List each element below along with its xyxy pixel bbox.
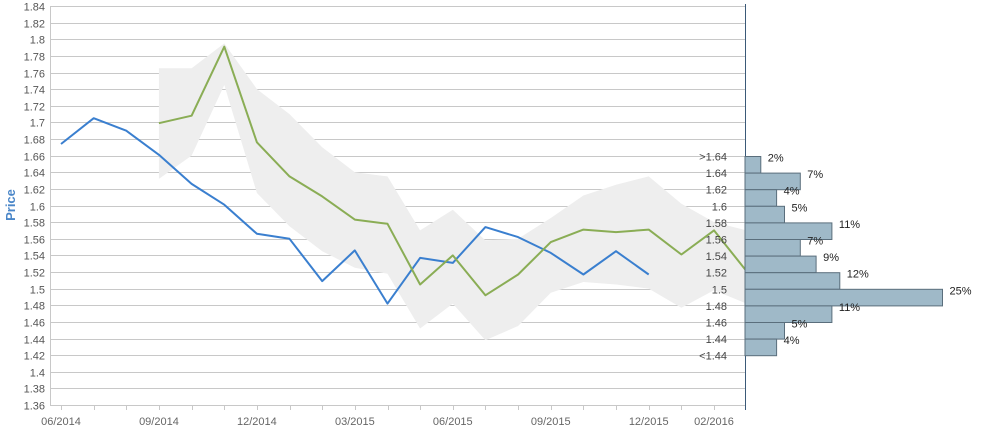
histogram-bar [744, 189, 778, 207]
histogram-pct-label: 25% [950, 285, 972, 297]
y-tick-label: 1.42 [24, 351, 45, 363]
y-tick-label: 1.66 [24, 152, 45, 164]
histogram-bin-label: 1.62 [706, 185, 727, 197]
x-tick-label: 03/2015 [335, 416, 375, 428]
histogram-bin-label: 1.5 [712, 284, 727, 296]
series-lines [60, 45, 748, 305]
histogram-pct-label: 7% [807, 169, 823, 181]
x-tick-label: 09/2015 [531, 416, 571, 428]
histogram-bar [744, 338, 778, 357]
histogram-pct-label: 4% [784, 186, 800, 198]
histogram-bin-label: 1.46 [706, 318, 727, 330]
histogram-bar [744, 156, 762, 174]
y-tick-label: 1.72 [24, 102, 45, 114]
histogram-pct-label: 2% [768, 153, 784, 165]
y-tick-labels: 1.84 1.82 1.8 1.78 1.76 1.74 1.72 1.7 1.68 1.66 1.… [24, 2, 45, 413]
histogram-pct-label: 5% [792, 319, 808, 331]
y-tick-label: 1.6 [30, 202, 45, 214]
y-axis-title: Price [3, 189, 18, 221]
histogram-pct-label: 7% [807, 236, 823, 248]
x-tick-label: 02/2016 [694, 416, 734, 428]
y-tick-label: 1.54 [24, 251, 45, 263]
histogram-pct-label: 11% [839, 219, 860, 231]
band-area [158, 43, 747, 341]
histogram-bar [744, 272, 841, 290]
histogram: >1.64 2% 1.64 7% 1.62 4% 1.6 5% 1.58 11% 1.56 7% 1.5… [699, 152, 972, 363]
forecast-band [158, 43, 747, 341]
histogram-bin-label: 1.56 [706, 235, 727, 247]
y-tick-label: 1.48 [24, 301, 45, 313]
histogram-bar [744, 322, 785, 340]
x-tick-labels: 06/2014 09/2014 12/2014 03/2015 06/2015 09/20… [41, 416, 734, 428]
x-tick-label: 09/2014 [139, 416, 179, 428]
y-tick-label: 1.68 [24, 135, 45, 147]
series-line-2 [158, 45, 748, 297]
y-tick-label: 1.74 [24, 85, 45, 97]
histogram-bin-label: <1.44 [699, 351, 727, 363]
y-tick-label: 1.38 [24, 384, 45, 396]
x-tick-label: 06/2015 [433, 416, 473, 428]
histogram-bin-label: 1.52 [706, 268, 727, 280]
histogram-bar [744, 239, 801, 257]
histogram-bar [744, 255, 817, 274]
histogram-bin-label: 1.58 [706, 218, 727, 230]
histogram-bar [744, 205, 785, 224]
histogram-bar [744, 288, 943, 307]
histogram-pct-label: 5% [792, 202, 808, 214]
y-tick-label: 1.46 [24, 318, 45, 330]
y-tick-label: 1.44 [24, 335, 45, 347]
x-tick-label: 12/2014 [237, 416, 277, 428]
histogram-bin-label: 1.64 [706, 168, 727, 180]
y-tick-label: 1.52 [24, 268, 45, 280]
histogram-bin-label: >1.64 [699, 152, 727, 164]
y-tick-label: 1.4 [30, 368, 45, 380]
y-tick-label: 1.58 [24, 218, 45, 230]
histogram-bin-label: 1.48 [706, 301, 727, 313]
y-tick-label: 1.78 [24, 52, 45, 64]
histogram-pct-label: 12% [847, 269, 869, 281]
histogram-bin-label: 1.54 [706, 251, 727, 263]
series-line-1 [60, 117, 650, 305]
y-tick-label: 1.84 [24, 2, 45, 14]
x-tick-label: 06/2014 [41, 416, 81, 428]
y-tick-label: 1.82 [24, 19, 45, 31]
x-tick-label: 12/2015 [629, 416, 669, 428]
y-tick-label: 1.7 [30, 118, 45, 130]
y-tick-label: 1.5 [30, 285, 45, 297]
histogram-pct-label: 4% [784, 335, 800, 347]
y-tick-label: 1.56 [24, 235, 45, 247]
histogram-bin-label: 1.6 [712, 201, 727, 213]
y-tick-label: 1.62 [24, 185, 45, 197]
histogram-pct-label: 9% [823, 252, 839, 264]
y-tick-label: 1.36 [24, 401, 45, 413]
histogram-pct-label: 11% [839, 302, 860, 314]
histogram-bin-label: 1.44 [706, 334, 727, 346]
histogram-bar [744, 305, 833, 323]
y-tick-label: 1.76 [24, 69, 45, 81]
y-tick-label: 1.64 [24, 168, 45, 180]
y-tick-label: 1.8 [30, 35, 45, 47]
